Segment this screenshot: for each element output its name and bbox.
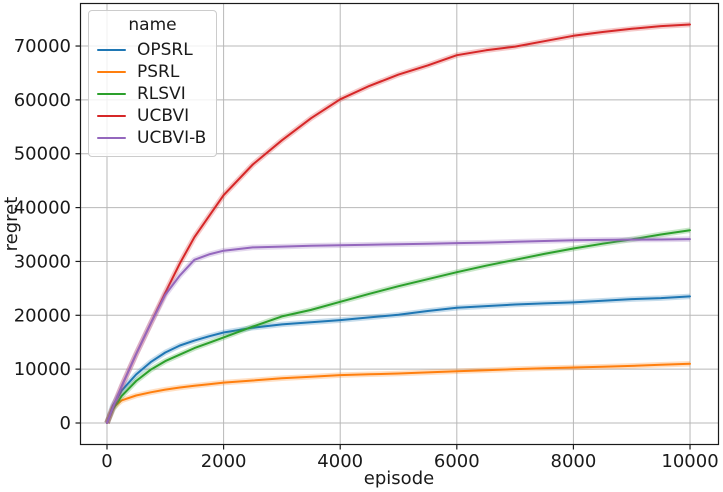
legend-entry: PSRL <box>97 61 208 83</box>
x-tick-label: 8000 <box>551 451 597 472</box>
legend-entry: UCBVI <box>97 105 208 127</box>
legend-entry-label: PSRL <box>137 62 180 82</box>
x-tick-label: 2000 <box>201 451 247 472</box>
series-line-opsrl <box>106 295 691 424</box>
y-tick-label: 0 <box>60 413 71 434</box>
legend: name OPSRL PSRL RLSVI UCBVI UCBVI-B <box>88 10 217 157</box>
legend-line-swatch <box>97 92 126 96</box>
legend-entry: RLSVI <box>97 83 208 105</box>
y-tick-label: 30000 <box>14 251 71 272</box>
y-tick-label: 50000 <box>14 144 71 165</box>
series-lines <box>104 21 691 425</box>
legend-line-swatch <box>97 48 126 52</box>
x-tick-label: 0 <box>101 451 112 472</box>
y-tick-label: 60000 <box>14 90 71 111</box>
series-line-ucbvi-b <box>106 238 691 424</box>
x-tick-label: 4000 <box>317 451 363 472</box>
y-tick-label: 70000 <box>14 36 71 57</box>
legend-entry-label: RLSVI <box>137 84 186 104</box>
y-tick-label: 40000 <box>14 198 71 219</box>
legend-entry-label: OPSRL <box>137 40 193 60</box>
legend-entry-label: UCBVI <box>137 106 190 126</box>
legend-title: name <box>128 15 177 35</box>
legend-entry-label: UCBVI-B <box>137 128 207 148</box>
series-band-ucbvi-b <box>104 236 691 424</box>
legend-entry: UCBVI-B <box>97 127 208 149</box>
legend-line-swatch <box>97 136 126 140</box>
legend-entries: OPSRL PSRL RLSVI UCBVI UCBVI-B <box>97 39 208 149</box>
x-tick-marks <box>106 445 691 450</box>
x-tick-label: 10000 <box>661 451 718 472</box>
x-tick-labels: 0 2000 4000 6000 8000 10000 <box>101 451 718 472</box>
legend-entry: OPSRL <box>97 39 208 61</box>
y-axis-label: regret <box>1 197 22 252</box>
legend-line-swatch <box>97 70 126 74</box>
plot-border <box>79 2 720 446</box>
x-tick-label: 6000 <box>434 451 480 472</box>
series-line-rlsvi <box>106 229 691 424</box>
legend-line-swatch <box>97 114 126 118</box>
x-axis-label: episode <box>364 468 434 489</box>
y-tick-marks <box>75 45 80 424</box>
y-tick-label: 20000 <box>14 305 71 326</box>
y-tick-label: 10000 <box>14 359 71 380</box>
series-line-psrl <box>106 362 691 424</box>
y-tick-labels: 0 10000 20000 30000 40000 50000 60000 70000 <box>14 36 71 434</box>
